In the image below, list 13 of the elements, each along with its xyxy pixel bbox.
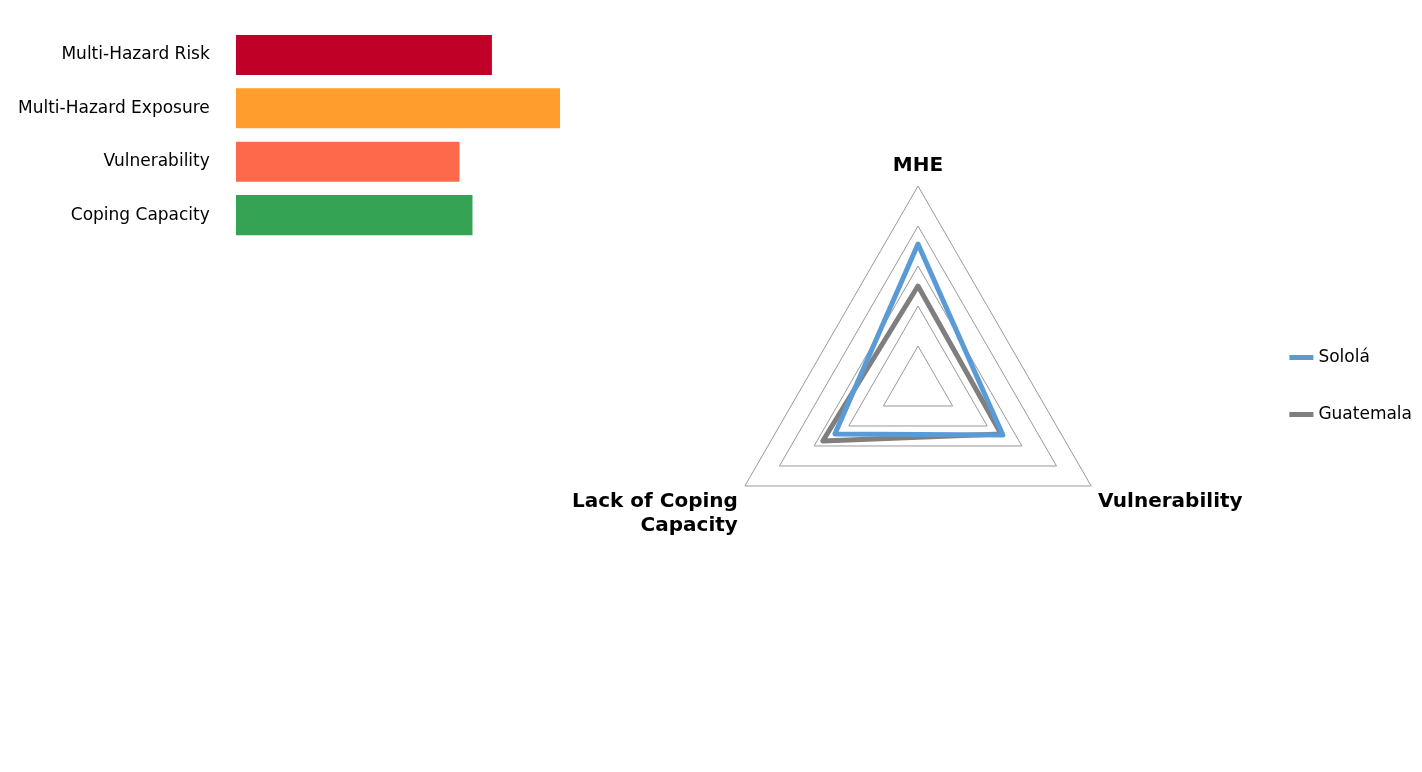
bar	[235, 34, 492, 75]
legend-label: Guatemala	[1318, 402, 1412, 423]
bar	[235, 141, 460, 182]
y-tick-label: Multi-Hazard Risk	[61, 43, 210, 64]
y-tick-label: Multi-Hazard Exposure	[17, 96, 210, 117]
legend-label: Sololá	[1318, 345, 1370, 366]
spoke-label: MHE	[892, 152, 944, 177]
spoke-label: Lack of Coping Capacity	[571, 488, 738, 537]
spoke-label: Vulnerability	[1098, 488, 1243, 513]
bar	[235, 195, 473, 236]
y-tick-label: Vulnerability	[103, 150, 210, 171]
bar	[235, 88, 560, 129]
y-tick-label: Coping Capacity	[70, 203, 210, 224]
